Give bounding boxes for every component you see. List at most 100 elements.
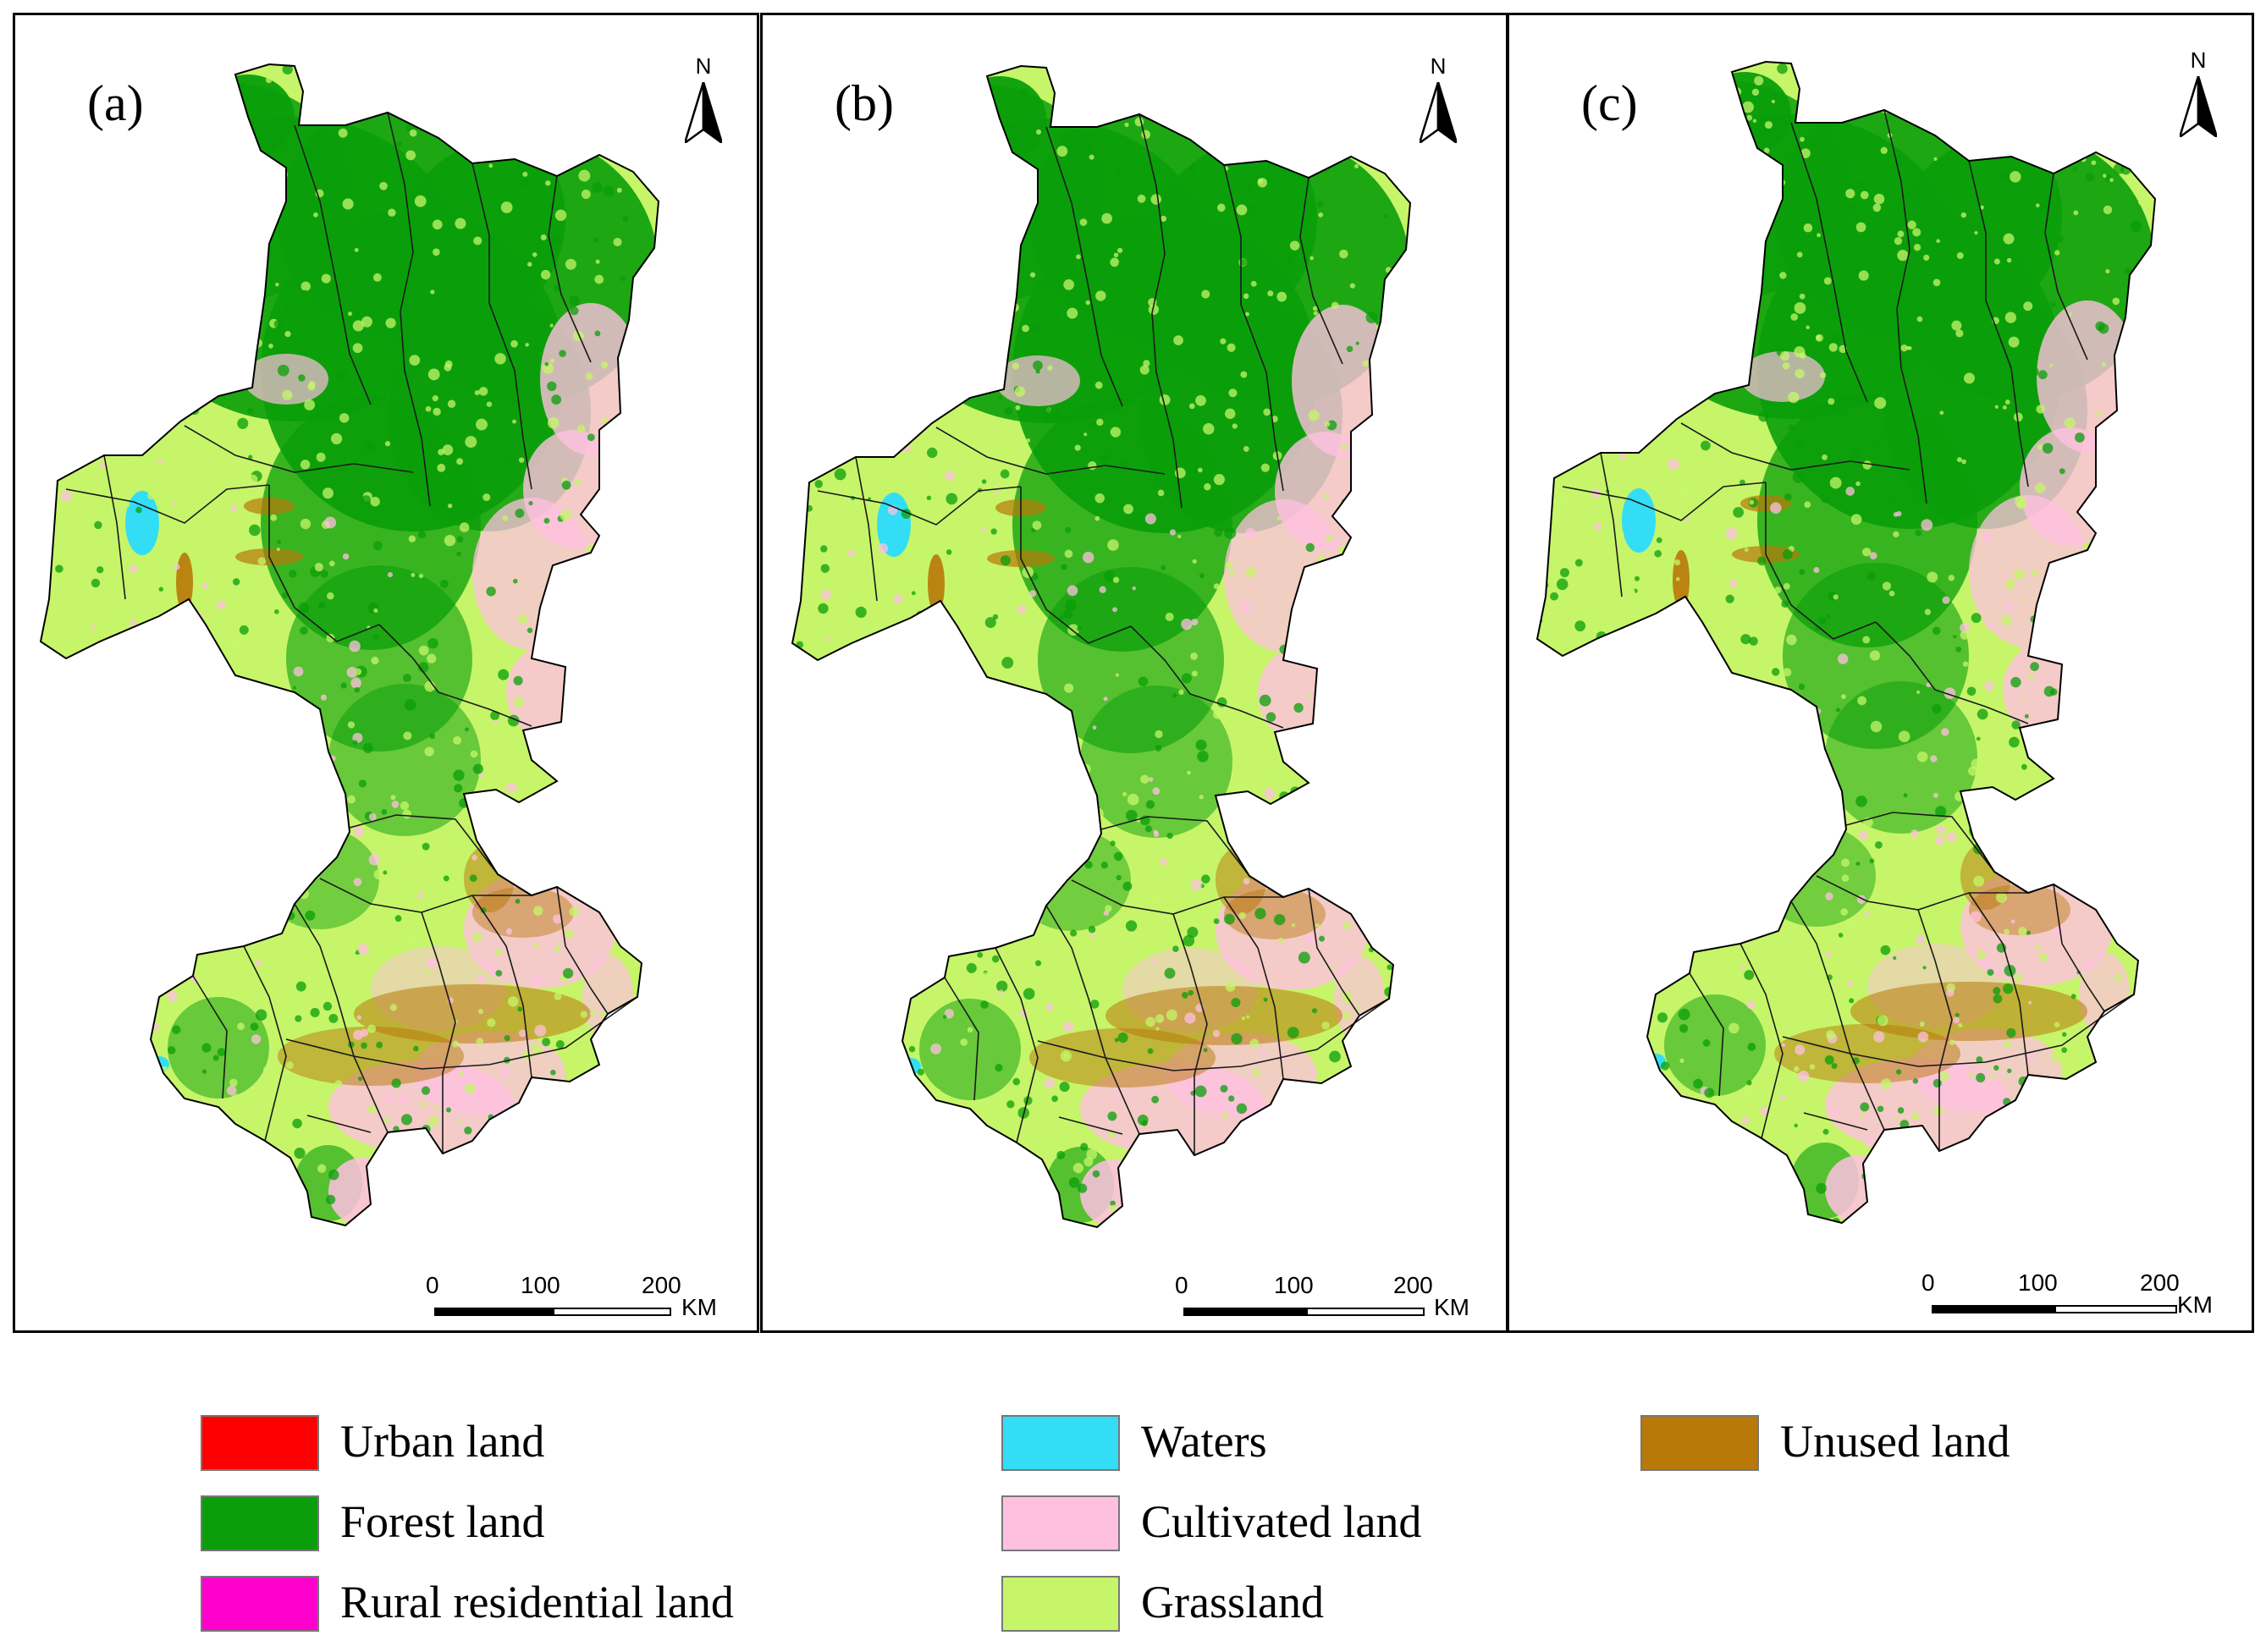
land-speck [565, 726, 571, 733]
land-speck [354, 686, 361, 693]
land-speck [956, 258, 967, 269]
land-speck [1247, 840, 1252, 845]
land-speck [71, 602, 81, 612]
land-speck [589, 1010, 596, 1016]
land-speck [1012, 1077, 1021, 1086]
land-speck [2139, 944, 2144, 949]
district-boundary [556, 886, 609, 1015]
land-speck [1181, 860, 1193, 871]
land-speck [1578, 886, 1585, 893]
land-speck [1897, 250, 1909, 262]
land-speck [1035, 369, 1040, 374]
land-speck [1951, 320, 1962, 331]
land-speck [232, 578, 240, 586]
land-speck [282, 64, 293, 75]
land-speck [273, 695, 284, 705]
legend-swatch [1001, 1415, 1120, 1471]
land-speck [477, 974, 486, 983]
land-speck [98, 377, 110, 389]
land-speck [1648, 650, 1659, 660]
land-speck [1587, 1107, 1596, 1115]
land-speck [974, 117, 981, 124]
land-speck [223, 218, 229, 223]
land-speck [1744, 290, 1754, 300]
land-speck [1372, 737, 1381, 747]
land-speck [576, 424, 586, 433]
land-speck [1718, 323, 1727, 333]
land-speck [1988, 135, 1995, 143]
land-speck [1259, 694, 1271, 707]
land-speck [1837, 653, 1849, 664]
land-speck [547, 381, 557, 392]
land-speck [823, 706, 830, 713]
land-speck [179, 847, 185, 853]
land-speck [1225, 561, 1233, 570]
land-speck [458, 1119, 462, 1123]
land-speck [1147, 1048, 1154, 1055]
land-speck [1035, 732, 1046, 744]
land-speck [998, 1002, 1002, 1007]
land-speck [1800, 352, 1806, 359]
land-speck [792, 400, 797, 409]
land-speck [1524, 290, 1533, 299]
land-speck [1124, 1139, 1130, 1146]
land-speck [317, 74, 323, 80]
land-speck [830, 261, 843, 273]
land-speck [1547, 636, 1558, 647]
land-speck [1188, 403, 1195, 410]
land-speck [896, 843, 901, 847]
land-speck [304, 147, 313, 157]
land-speck [157, 391, 167, 400]
land-speck [1715, 832, 1720, 838]
land-speck [614, 799, 623, 808]
land-speck [32, 652, 41, 661]
land-speck [1929, 1197, 1937, 1204]
land-speck [1064, 774, 1071, 780]
land-speck [1365, 106, 1370, 110]
land-speck [1593, 853, 1601, 861]
land-speck [220, 88, 228, 96]
land-speck [1284, 868, 1291, 874]
land-speck [879, 1209, 887, 1217]
land-speck [1580, 715, 1585, 719]
land-speck [784, 1100, 791, 1108]
land-speck [1666, 884, 1672, 889]
land-speck [1969, 1072, 1975, 1078]
land-speck [1857, 456, 1862, 461]
land-speck [841, 1162, 848, 1170]
land-speck [250, 884, 262, 896]
land-speck [496, 155, 500, 159]
land-speck [932, 838, 945, 851]
land-speck [1094, 493, 1105, 504]
land-speck [1045, 1003, 1054, 1011]
land-speck [968, 278, 980, 289]
land-speck [1619, 1221, 1625, 1223]
land-speck [929, 722, 940, 732]
land-speck [977, 951, 984, 958]
land-patch [328, 1158, 396, 1225]
land-speck [433, 869, 438, 875]
land-speck [486, 401, 493, 407]
land-speck [1547, 739, 1557, 749]
land-speck [1813, 567, 1820, 574]
land-speck [1152, 787, 1161, 796]
land-speck [1845, 487, 1855, 496]
legend-swatch [1640, 1415, 1759, 1471]
land-speck [2105, 845, 2112, 851]
land-speck [966, 962, 977, 973]
land-speck [1228, 388, 1238, 398]
land-speck [978, 917, 989, 928]
land-speck [447, 399, 456, 408]
land-speck [1343, 1011, 1351, 1020]
land-speck [1387, 1142, 1398, 1153]
land-speck [1124, 103, 1129, 108]
land-speck [1678, 1008, 1690, 1021]
land-speck [2054, 250, 2060, 256]
land-speck [1061, 743, 1072, 754]
land-speck [2133, 911, 2138, 917]
land-speck [367, 1104, 377, 1115]
land-speck [114, 711, 121, 717]
land-speck [2061, 1032, 2067, 1037]
land-speck [2097, 134, 2109, 145]
land-speck [1602, 267, 1610, 274]
